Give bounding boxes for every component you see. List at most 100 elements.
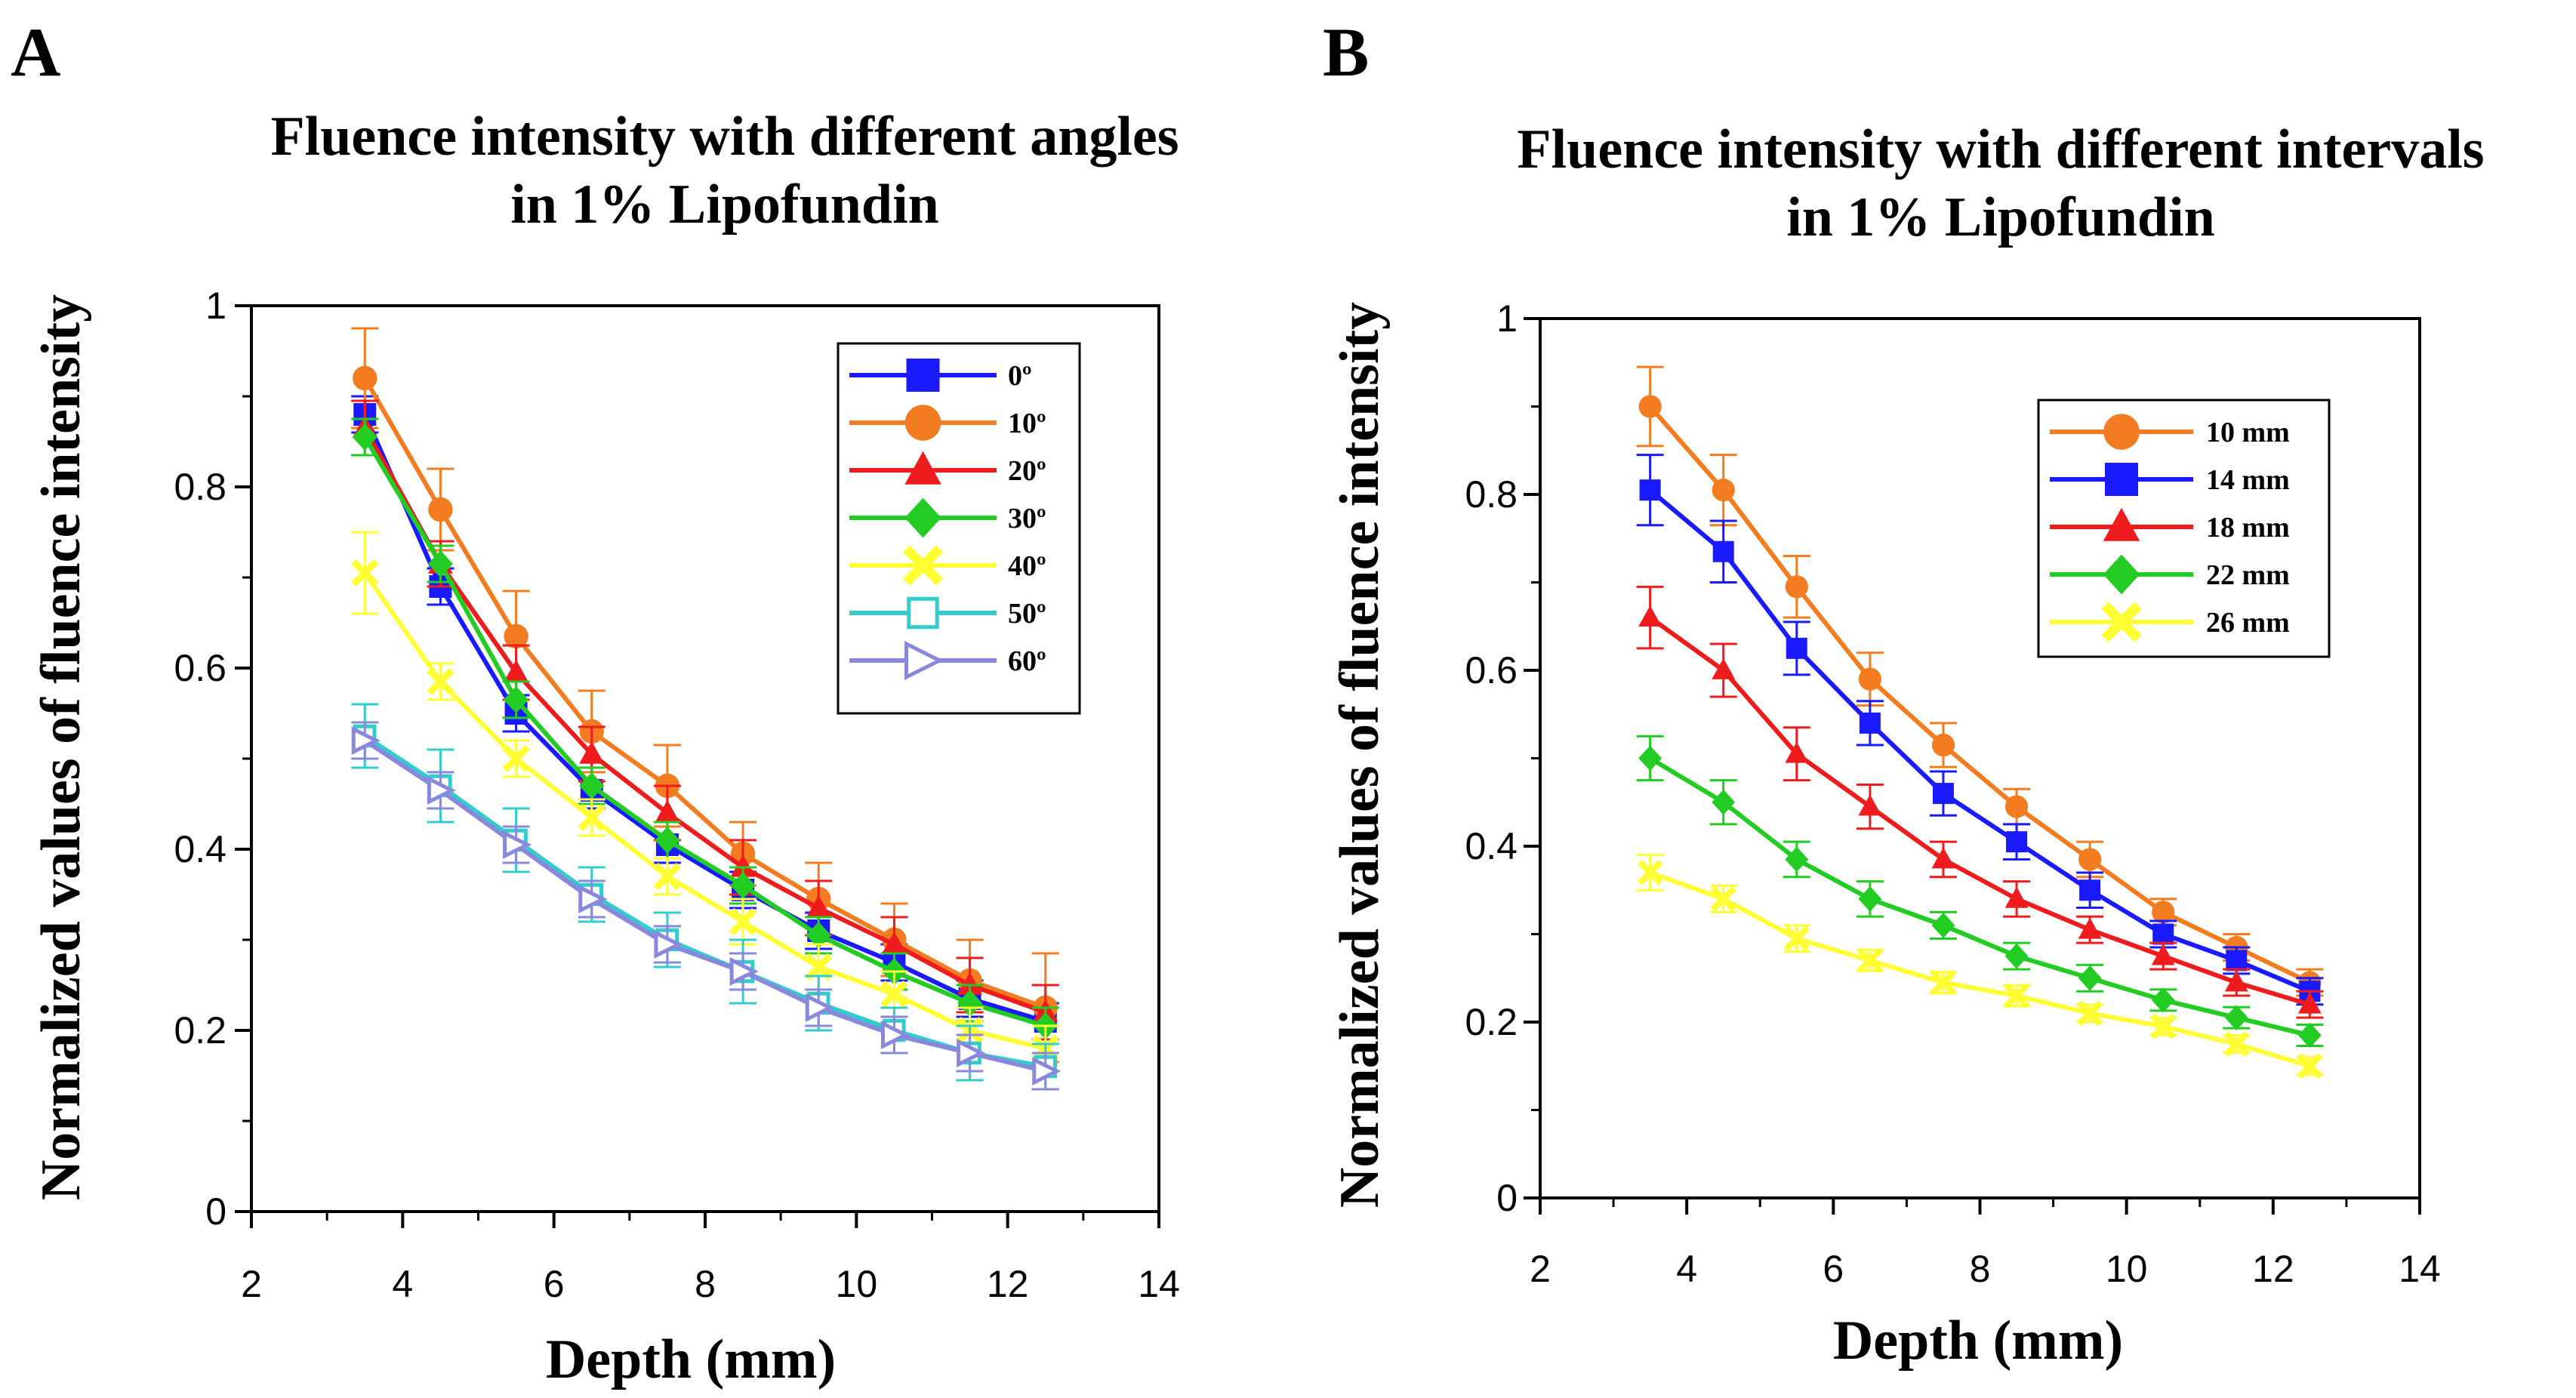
marker bbox=[1638, 605, 1662, 627]
legend-label: 20º bbox=[1008, 455, 1046, 487]
marker-triangle bbox=[730, 854, 756, 877]
marker-x-stroke bbox=[1783, 925, 1810, 952]
chart-title-line-2: in 1% Lipofundin bbox=[510, 174, 939, 236]
marker-triangle-open bbox=[880, 1020, 911, 1050]
marker bbox=[1857, 947, 1883, 974]
marker bbox=[351, 559, 379, 587]
y-tick-label: 0.6 bbox=[1465, 649, 1518, 691]
marker bbox=[1858, 794, 1882, 816]
marker-diamond bbox=[2004, 943, 2029, 969]
marker-x-stroke bbox=[502, 744, 530, 773]
marker bbox=[2152, 923, 2174, 945]
panel-letter-b: B bbox=[1323, 14, 1369, 91]
marker bbox=[579, 741, 605, 764]
marker bbox=[504, 686, 529, 713]
marker bbox=[2078, 917, 2102, 939]
marker bbox=[502, 744, 530, 773]
series bbox=[1636, 454, 2324, 1006]
marker-diamond bbox=[730, 872, 756, 899]
y-tick-label: 0.8 bbox=[174, 466, 226, 508]
y-tick-label: 0.4 bbox=[1465, 825, 1518, 867]
panel-b: B Fluence intensity with different inter… bbox=[1323, 14, 2485, 1372]
marker-x-stroke bbox=[2004, 983, 2030, 1009]
marker bbox=[1712, 479, 1735, 502]
marker-triangle bbox=[904, 451, 941, 485]
marker-triangle bbox=[2224, 970, 2248, 992]
marker-square bbox=[2006, 831, 2028, 853]
marker bbox=[2297, 992, 2322, 1014]
series-line bbox=[362, 413, 1046, 1024]
marker-square bbox=[2226, 950, 2248, 972]
marker bbox=[352, 423, 377, 451]
marker-triangle-open bbox=[654, 929, 683, 959]
marker bbox=[730, 854, 756, 877]
marker bbox=[1032, 1056, 1062, 1086]
marker-x-stroke bbox=[2101, 602, 2142, 642]
marker-diamond bbox=[2103, 554, 2140, 595]
legend-label: 10 mm bbox=[2206, 417, 2290, 448]
series-line bbox=[363, 738, 1046, 1073]
marker bbox=[1710, 885, 1736, 912]
marker-diamond bbox=[1931, 913, 1955, 938]
legend-label: 30º bbox=[1008, 503, 1046, 534]
marker bbox=[957, 1038, 986, 1068]
chart-title-line-1: Fluence intensity with different interva… bbox=[1517, 119, 2484, 180]
marker bbox=[880, 1020, 911, 1050]
series-line bbox=[362, 436, 1046, 1028]
series-line bbox=[362, 426, 1046, 1015]
series-line bbox=[1649, 756, 2311, 1038]
marker bbox=[2151, 987, 2175, 1013]
marker-x-stroke bbox=[805, 953, 833, 981]
marker bbox=[2297, 1022, 2322, 1048]
marker-x-stroke bbox=[2223, 1031, 2250, 1058]
marker bbox=[2103, 414, 2140, 450]
marker bbox=[904, 405, 941, 441]
marker bbox=[1858, 886, 1882, 912]
marker-x-stroke bbox=[1930, 969, 1956, 996]
series-line bbox=[1648, 488, 2311, 993]
series-group bbox=[1636, 365, 2324, 1079]
legend-label: 60º bbox=[1008, 645, 1046, 677]
marker bbox=[904, 497, 941, 538]
marker bbox=[806, 922, 831, 949]
marker bbox=[1785, 741, 1809, 763]
x-axis-label: Depth (mm) bbox=[1833, 1310, 2123, 1372]
marker-circle bbox=[428, 497, 453, 522]
marker-triangle bbox=[1858, 794, 1882, 816]
marker-triangle bbox=[2078, 917, 2102, 939]
marker bbox=[1932, 783, 1954, 805]
marker bbox=[427, 775, 457, 805]
marker-triangle bbox=[806, 895, 831, 918]
marker-triangle bbox=[957, 972, 983, 995]
series bbox=[1636, 734, 2324, 1048]
x-tick-label: 8 bbox=[695, 1263, 716, 1305]
marker bbox=[655, 827, 680, 854]
marker-diamond bbox=[1638, 745, 1662, 771]
marker bbox=[2004, 795, 2029, 818]
series bbox=[351, 417, 1059, 1045]
marker-x-stroke bbox=[351, 559, 379, 587]
marker-circle bbox=[1785, 575, 1808, 599]
marker bbox=[1712, 657, 1736, 679]
marker bbox=[1637, 859, 1663, 885]
x-tick-label: 12 bbox=[2252, 1248, 2294, 1290]
marker-triangle bbox=[655, 799, 680, 823]
marker bbox=[2105, 463, 2138, 496]
marker-triangle-open bbox=[805, 993, 834, 1023]
legend: 10 mm 14 mm 18 mm 22 mm 26 mm bbox=[2037, 399, 2331, 658]
marker bbox=[503, 830, 532, 860]
marker-x-stroke bbox=[2077, 1000, 2103, 1027]
marker bbox=[2078, 965, 2102, 991]
legend-label: 50º bbox=[1008, 598, 1046, 630]
legend-label: 40º bbox=[1008, 550, 1046, 582]
y-tick-label: 0 bbox=[1496, 1177, 1518, 1219]
marker bbox=[957, 990, 983, 1017]
marker-diamond bbox=[579, 772, 605, 799]
marker-circle bbox=[1858, 667, 1881, 691]
marker bbox=[1859, 712, 1881, 734]
marker bbox=[1785, 575, 1808, 599]
marker-triangle-open bbox=[427, 775, 457, 805]
x-tick-label: 12 bbox=[987, 1263, 1029, 1305]
marker bbox=[729, 907, 757, 936]
marker bbox=[578, 884, 608, 914]
